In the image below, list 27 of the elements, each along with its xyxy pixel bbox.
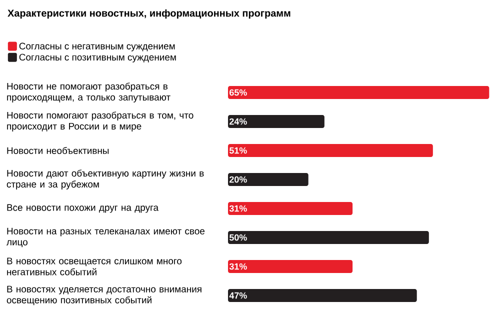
data-label: 31%	[229, 263, 247, 270]
bar	[228, 260, 353, 273]
data-label: 47%	[229, 292, 247, 299]
bar	[228, 86, 490, 100]
y-tick-label: В новостях уделяется достаточно внимания освещению позитивных событий	[6, 286, 202, 306]
data-label: 24%	[230, 118, 247, 125]
data-label: 20%	[230, 176, 247, 183]
data-label: 50%	[229, 234, 247, 241]
y-tick-label: Новости необъективны	[7, 146, 109, 154]
bar	[228, 202, 353, 215]
bar	[228, 173, 308, 186]
data-label: 51%	[229, 147, 247, 154]
y-tick-label: Новости помогают разобраться в том, что происходит в России и в мире	[7, 112, 194, 132]
data-label: 65%	[230, 89, 247, 96]
y-tick-label: Новости на разных телеканалах имеют свое лицо	[6, 228, 205, 248]
bar	[228, 115, 324, 128]
bar	[228, 289, 417, 302]
legend-label: Согласны с позитивным суждением	[19, 54, 176, 62]
chart-title: Характеристики новостных, информационных программ	[8, 9, 290, 19]
y-tick-label: В новостях освещается слишком много негативных событий	[7, 258, 182, 276]
data-label: 31%	[229, 205, 247, 212]
bar	[228, 144, 433, 158]
legend-label: Согласны с негативным суждением	[19, 42, 175, 52]
y-tick-label: Новости дают объективную картину жизни в стране и за рубежом	[6, 170, 204, 190]
bar	[228, 231, 429, 244]
y-tick-label: Новости не помогают разобраться в происходящем, а только запутывают	[7, 82, 170, 102]
y-tick-label: Все новости похожи друг на друга	[7, 204, 159, 213]
